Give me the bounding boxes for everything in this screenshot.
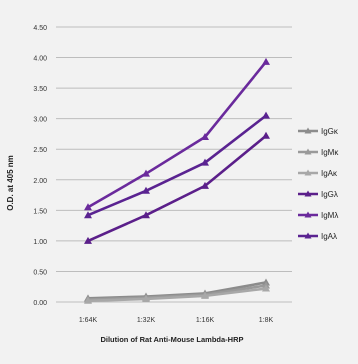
legend-item: IgAκ	[298, 169, 338, 178]
data-point	[262, 111, 270, 119]
legend-marker	[304, 232, 312, 239]
y-tick-label: 0.00	[33, 300, 47, 307]
series-4	[84, 131, 270, 244]
legend-item: IgGκ	[298, 127, 339, 136]
legend-marker	[304, 190, 312, 197]
y-tick-label: 2.50	[33, 147, 47, 154]
series-lines	[84, 57, 270, 304]
legend-marker	[304, 148, 312, 155]
series-line	[87, 287, 267, 303]
y-tick-label: 3.00	[33, 117, 47, 124]
y-tick-label: 3.50	[33, 86, 47, 93]
legend-label: IgGλ	[321, 190, 338, 199]
data-point	[84, 296, 92, 304]
legend-item: IgGλ	[298, 190, 338, 199]
x-tick-label: 1:64K	[79, 317, 98, 324]
data-point	[142, 186, 150, 194]
y-tick-label: 4.00	[33, 56, 47, 63]
grid	[56, 26, 292, 303]
y-tick-label: 1.50	[33, 208, 47, 215]
legend-marker	[304, 211, 312, 218]
data-point	[142, 211, 150, 219]
series-5	[84, 57, 270, 211]
data-point	[262, 131, 270, 139]
legend-item: IgMλ	[298, 211, 338, 220]
legend-label: IgMλ	[321, 211, 338, 220]
legend-marker	[304, 169, 312, 176]
x-axis-ticks: 1:64K 1:32K 1:16K 1:8K	[79, 317, 274, 324]
y-tick-label: 4.50	[33, 25, 47, 32]
series-6	[84, 111, 270, 219]
data-point	[201, 133, 209, 140]
legend-label: IgAλ	[321, 232, 337, 241]
data-point	[201, 158, 209, 166]
legend-item: IgAλ	[298, 232, 337, 241]
x-axis-label: Dilution of Rat Anti-Mouse Lambda-HRP	[100, 335, 243, 344]
legend-label: IgGκ	[321, 127, 339, 136]
y-axis-label: O.D. at 405 nm	[6, 155, 15, 211]
data-point	[262, 284, 270, 292]
legend-item: IgMκ	[298, 148, 339, 157]
series-line	[87, 134, 267, 243]
data-point	[142, 294, 150, 302]
data-point	[84, 211, 92, 219]
data-point	[262, 57, 270, 65]
y-axis-ticks: 0.00 0.50 1.00 1.50 2.00 2.50 3.00 3.50 4.00 4.50	[33, 25, 47, 307]
legend-marker	[304, 127, 312, 134]
x-tick-label: 1:32K	[137, 317, 156, 324]
legend-label: IgMκ	[321, 148, 339, 157]
series-line	[87, 114, 267, 217]
data-point	[84, 236, 92, 244]
data-point	[142, 169, 150, 177]
y-tick-label: 1.00	[33, 239, 47, 246]
data-point	[201, 181, 209, 189]
x-tick-label: 1:8K	[259, 317, 274, 324]
y-tick-label: 2.00	[33, 178, 47, 185]
data-point	[84, 203, 92, 211]
legend: IgGκ IgMκ IgAκ IgGλ IgMλ IgAλ	[298, 127, 339, 241]
x-tick-label: 1:16K	[196, 317, 215, 324]
legend-label: IgAκ	[321, 169, 338, 178]
series-line	[87, 61, 268, 209]
data-point	[201, 291, 209, 299]
series-3	[84, 284, 270, 304]
y-tick-label: 0.50	[33, 269, 47, 276]
